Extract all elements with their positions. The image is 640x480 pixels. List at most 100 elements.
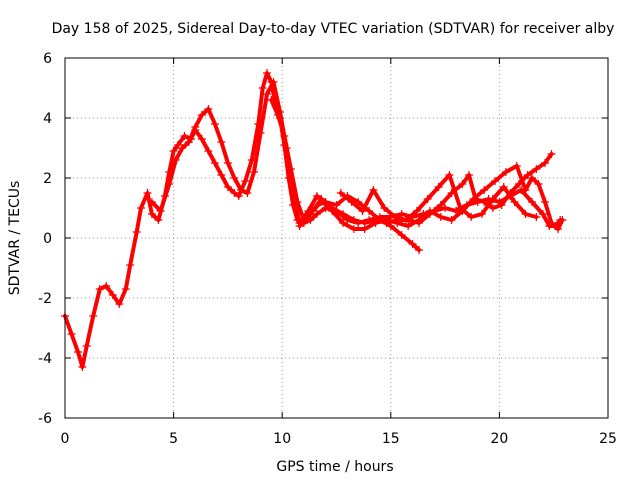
data-point <box>234 192 243 200</box>
data-point <box>173 141 182 149</box>
data-point <box>523 171 532 179</box>
data-point <box>336 189 345 197</box>
data-point <box>223 183 232 191</box>
data-point <box>339 219 348 227</box>
data-point <box>243 189 252 197</box>
data-point <box>441 204 450 212</box>
plot-area <box>61 69 567 371</box>
y-axis-label: SDTVAR / TECUs <box>7 181 23 296</box>
data-point <box>497 201 506 209</box>
data-point <box>415 216 424 224</box>
data-point <box>108 291 117 299</box>
data-point <box>217 171 226 179</box>
data-point <box>143 189 152 197</box>
data-point <box>527 174 536 182</box>
data-point <box>532 213 541 221</box>
data-point <box>423 195 432 203</box>
data-point <box>178 144 187 152</box>
data-point <box>312 192 321 200</box>
data-point <box>541 159 550 167</box>
data-point <box>349 225 358 233</box>
y-tick-label: 4 <box>43 111 52 127</box>
data-point <box>191 123 200 131</box>
data-point <box>527 198 536 206</box>
data-point <box>512 162 521 170</box>
data-point <box>534 180 543 188</box>
data-point <box>380 204 389 212</box>
x-tick-label: 15 <box>382 431 400 447</box>
data-point <box>180 132 189 140</box>
data-point <box>478 210 487 218</box>
data-point <box>204 105 213 113</box>
y-tick-label: -6 <box>38 411 52 427</box>
plot-frame <box>64 57 609 419</box>
data-point <box>273 111 282 119</box>
data-point <box>415 246 424 254</box>
data-point <box>217 138 226 146</box>
data-point <box>280 132 289 140</box>
data-point <box>547 150 556 158</box>
data-point <box>436 213 445 221</box>
data-point <box>456 204 465 212</box>
data-point <box>230 189 239 197</box>
data-point <box>165 180 174 188</box>
data-point <box>538 210 547 218</box>
data-point <box>391 213 400 221</box>
data-point <box>156 207 165 215</box>
data-point <box>306 210 315 218</box>
y-tick-label: 6 <box>43 51 52 67</box>
data-point <box>488 204 497 212</box>
data-point <box>197 135 206 143</box>
data-point <box>269 78 278 86</box>
data-point <box>499 183 508 191</box>
data-point <box>339 210 348 218</box>
data-point <box>469 195 478 203</box>
series-track-b <box>147 78 424 254</box>
data-point <box>267 96 276 104</box>
data-point <box>82 342 91 350</box>
data-point <box>554 225 563 233</box>
data-point <box>132 228 141 236</box>
data-point <box>121 285 130 293</box>
data-point <box>78 363 87 371</box>
data-point <box>521 186 530 194</box>
data-point <box>436 201 445 209</box>
data-point <box>126 261 135 269</box>
data-point <box>230 174 239 182</box>
data-point <box>369 186 378 194</box>
data-point <box>262 69 271 77</box>
data-point <box>402 216 411 224</box>
chart-title: Day 158 of 2025, Sidereal Day-to-day VTE… <box>52 21 615 37</box>
data-point <box>464 171 473 179</box>
data-point <box>67 330 76 338</box>
data-point <box>382 216 391 224</box>
data-point <box>332 201 341 209</box>
y-tick-label: 2 <box>43 171 52 187</box>
data-point <box>256 129 265 137</box>
data-point <box>510 198 519 206</box>
data-point <box>204 147 213 155</box>
data-point <box>317 195 326 203</box>
data-point <box>210 120 219 128</box>
data-point <box>171 156 180 164</box>
x-tick-label: 0 <box>61 431 70 447</box>
data-point <box>558 216 567 224</box>
data-point <box>467 213 476 221</box>
data-point <box>521 210 530 218</box>
x-tick-label: 10 <box>273 431 291 447</box>
data-point <box>249 168 258 176</box>
data-point <box>147 198 156 206</box>
data-point <box>89 312 98 320</box>
data-point <box>480 198 489 206</box>
x-tick-label: 20 <box>490 431 508 447</box>
data-point <box>458 180 467 188</box>
data-point <box>258 84 267 92</box>
data-point <box>169 147 178 155</box>
data-point <box>408 240 417 248</box>
data-point <box>147 210 156 218</box>
data-point <box>262 90 271 98</box>
data-point <box>412 207 421 215</box>
